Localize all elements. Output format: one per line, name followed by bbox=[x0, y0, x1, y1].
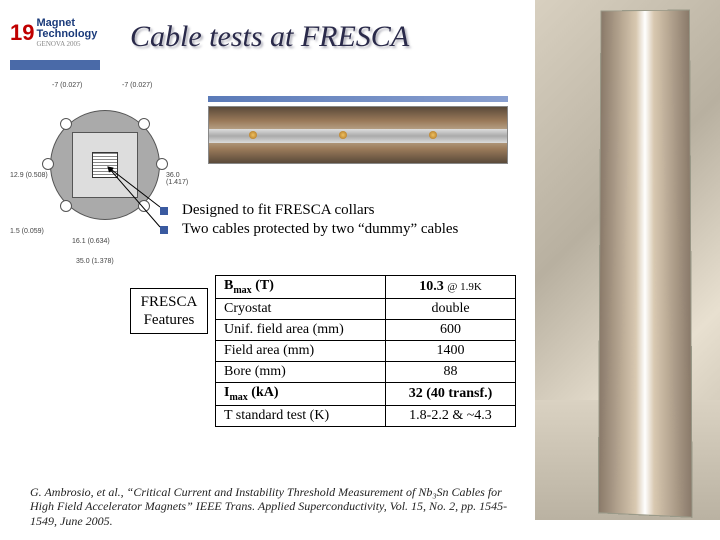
dimension-label: 12.9 (0.508) bbox=[10, 172, 48, 179]
table-cell-key: Cryostat bbox=[216, 298, 386, 319]
table-cell-key: Imax (kA) bbox=[216, 382, 386, 405]
table-row: Unif. field area (mm)600 bbox=[216, 319, 516, 340]
table-row: T standard test (K)1.8-2.2 & ~4.3 bbox=[216, 405, 516, 426]
dimension-label: 16.1 (0.634) bbox=[72, 238, 110, 245]
table-row: Bore (mm)88 bbox=[216, 361, 516, 382]
table-label-box: FRESCA Features bbox=[130, 288, 208, 334]
logo-number: 19 bbox=[10, 24, 34, 42]
dimension-label: 1.5 (0.059) bbox=[10, 228, 44, 235]
bullet-text: Two cables protected by two “dummy” cabl… bbox=[182, 221, 458, 238]
table-row: Imax (kA)32 (40 transf.) bbox=[216, 382, 516, 405]
dimension-label: 35.0 (1.378) bbox=[76, 258, 114, 265]
dimension-label: -7 (0.027) bbox=[52, 82, 82, 89]
slide-title: Cable tests at FRESCA bbox=[130, 20, 409, 54]
bullet-item: Designed to fit FRESCA collars bbox=[160, 202, 458, 219]
table-cell-value: 1400 bbox=[386, 340, 516, 361]
table-cell-value: 600 bbox=[386, 319, 516, 340]
photo-cable-strip bbox=[208, 106, 508, 164]
conference-logo: 19 Magnet Technology GENOVA 2005 bbox=[10, 8, 100, 58]
bullet-item: Two cables protected by two “dummy” cabl… bbox=[160, 221, 458, 238]
table-cell-value: double bbox=[386, 298, 516, 319]
fresca-features-table: Bmax (T)10.3 @ 1.9KCryostatdoubleUnif. f… bbox=[215, 275, 516, 427]
photo-beam-vertical bbox=[535, 0, 720, 520]
table-cell-key: Bmax (T) bbox=[216, 276, 386, 299]
logo-text: Magnet Technology GENOVA 2005 bbox=[36, 18, 97, 48]
table-row: Cryostatdouble bbox=[216, 298, 516, 319]
title-underline bbox=[208, 96, 508, 102]
dimension-label: 36.0 (1.417) bbox=[166, 172, 190, 186]
table-cell-value: 1.8-2.2 & ~4.3 bbox=[386, 405, 516, 426]
table-cell-value: 88 bbox=[386, 361, 516, 382]
table-cell-key: Bore (mm) bbox=[216, 361, 386, 382]
bullet-text: Designed to fit FRESCA collars bbox=[182, 202, 375, 219]
table-cell-key: T standard test (K) bbox=[216, 405, 386, 426]
logo-underline bbox=[10, 60, 100, 70]
bullet-icon bbox=[160, 226, 168, 234]
table-row: Bmax (T)10.3 @ 1.9K bbox=[216, 276, 516, 299]
table-cell-key: Unif. field area (mm) bbox=[216, 319, 386, 340]
table-row: Field area (mm)1400 bbox=[216, 340, 516, 361]
cable-stack bbox=[92, 152, 118, 178]
table-cell-value: 32 (40 transf.) bbox=[386, 382, 516, 405]
table-cell-key: Field area (mm) bbox=[216, 340, 386, 361]
dimension-label: -7 (0.027) bbox=[122, 82, 152, 89]
table-cell-value: 10.3 @ 1.9K bbox=[386, 276, 516, 299]
bullet-list: Designed to fit FRESCA collars Two cable… bbox=[160, 200, 458, 240]
bullet-icon bbox=[160, 207, 168, 215]
citation-text: G. Ambrosio, et al., “Critical Current a… bbox=[30, 485, 525, 528]
